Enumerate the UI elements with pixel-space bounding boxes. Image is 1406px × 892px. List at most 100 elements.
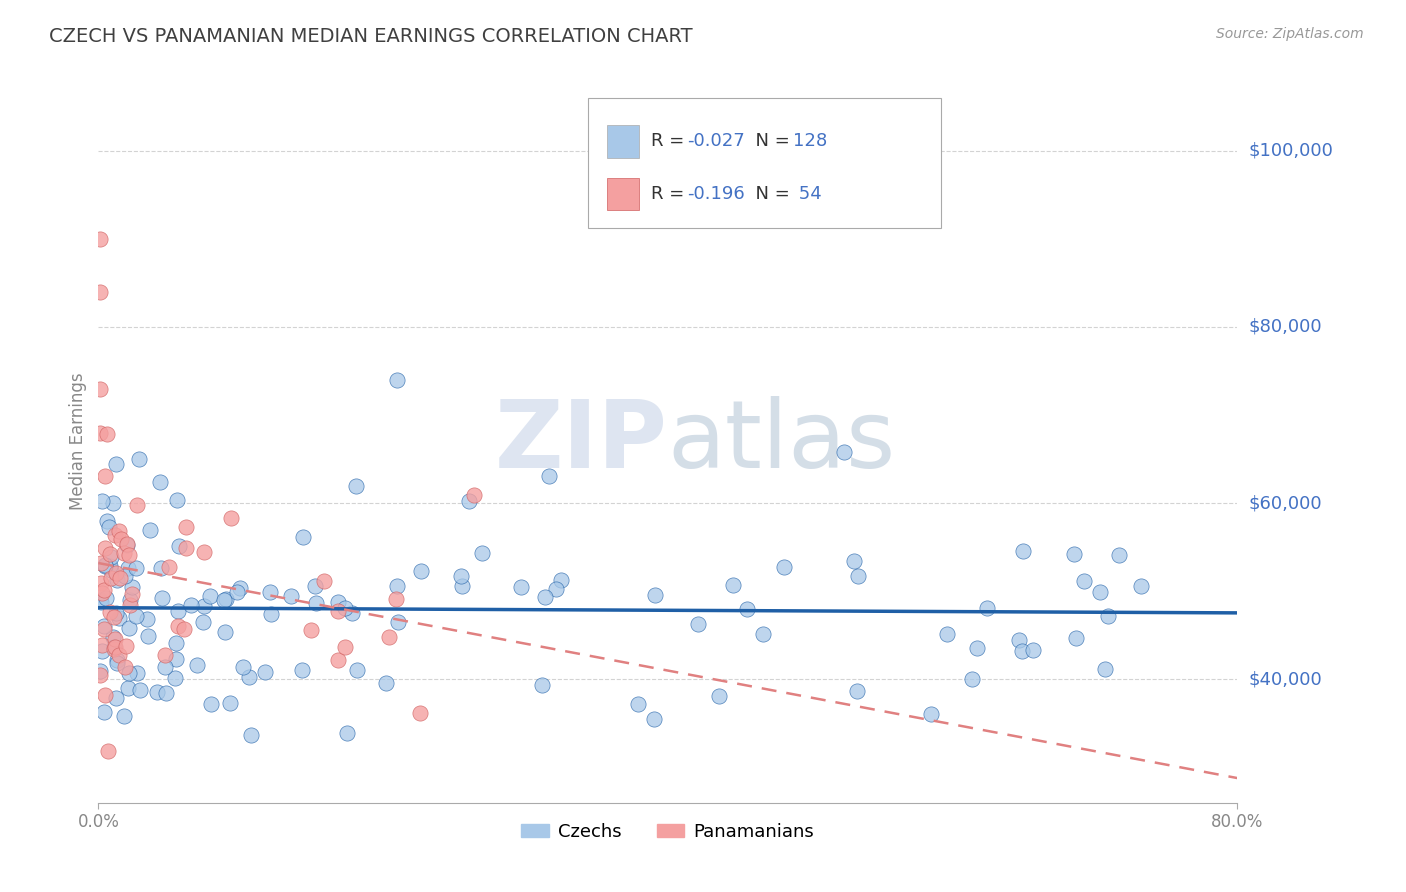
Point	[94, 468, 117, 483]
Point	[101, 496, 124, 510]
Point	[157, 559, 180, 574]
Point	[103, 609, 125, 624]
Point	[1011, 644, 1033, 658]
Point	[1108, 548, 1130, 562]
Text: Source: ZipAtlas.com: Source: ZipAtlas.com	[1216, 27, 1364, 41]
Point	[167, 603, 190, 617]
Point	[842, 554, 865, 568]
Point	[117, 681, 139, 696]
Point	[686, 616, 709, 631]
Point	[219, 510, 242, 524]
Point	[218, 697, 240, 711]
Point	[96, 514, 118, 528]
Point	[214, 593, 236, 607]
Point	[773, 560, 796, 574]
Point	[128, 452, 150, 467]
Point	[312, 574, 335, 588]
Point	[387, 615, 409, 630]
Point	[627, 697, 650, 711]
Point	[544, 582, 567, 596]
Point	[457, 494, 479, 508]
Point	[127, 665, 149, 680]
Point	[960, 672, 983, 686]
Point	[254, 665, 277, 679]
Point	[93, 622, 115, 636]
Point	[1129, 579, 1152, 593]
Text: N =: N =	[744, 185, 796, 203]
Text: $40,000: $40,000	[1249, 671, 1322, 689]
Point	[173, 622, 195, 636]
Text: CZECH VS PANAMANIAN MEDIAN EARNINGS CORRELATION CHART: CZECH VS PANAMANIAN MEDIAN EARNINGS CORR…	[49, 27, 693, 45]
Point	[451, 579, 474, 593]
Point	[90, 556, 112, 570]
Point	[129, 682, 152, 697]
Point	[165, 671, 187, 685]
Text: -0.196: -0.196	[688, 185, 745, 203]
Point	[409, 706, 432, 720]
Point	[225, 584, 247, 599]
Point	[165, 635, 187, 649]
Point	[94, 558, 117, 573]
Point	[89, 667, 111, 681]
Point	[411, 564, 433, 578]
Point	[91, 644, 114, 658]
Point	[146, 685, 169, 699]
Point	[1097, 609, 1119, 624]
Point	[260, 607, 283, 621]
Point	[112, 708, 135, 723]
Point	[238, 670, 260, 684]
Point	[214, 625, 236, 640]
Point	[93, 583, 115, 598]
Point	[100, 549, 122, 564]
Point	[752, 627, 775, 641]
Point	[1012, 544, 1035, 558]
Point	[228, 581, 250, 595]
Point	[1064, 631, 1087, 645]
Y-axis label: Median Earnings: Median Earnings	[69, 373, 87, 510]
Point	[174, 541, 197, 555]
Legend: Czechs, Panamanians: Czechs, Panamanians	[515, 815, 821, 848]
Point	[89, 232, 111, 246]
Point	[89, 593, 111, 607]
Point	[112, 546, 135, 560]
Point	[94, 558, 117, 573]
Point	[215, 591, 238, 606]
Text: $60,000: $60,000	[1249, 494, 1322, 512]
Point	[98, 547, 121, 561]
Point	[135, 612, 157, 626]
Point	[299, 624, 322, 638]
Point	[125, 498, 148, 512]
Point	[721, 578, 744, 592]
Point	[385, 373, 408, 387]
Point	[305, 596, 328, 610]
Point	[342, 607, 364, 621]
Point	[110, 532, 132, 546]
Text: $100,000: $100,000	[1249, 142, 1333, 160]
Point	[333, 640, 356, 655]
Point	[104, 606, 127, 620]
Point	[335, 601, 357, 615]
Point	[966, 641, 988, 656]
Point	[280, 589, 302, 603]
Point	[104, 566, 127, 580]
Point	[108, 571, 131, 585]
Point	[644, 588, 666, 602]
Point	[121, 580, 143, 594]
Point	[114, 660, 136, 674]
Point	[186, 658, 208, 673]
Point	[96, 426, 118, 441]
Point	[104, 690, 127, 705]
Text: $80,000: $80,000	[1249, 318, 1322, 336]
Point	[174, 519, 197, 533]
Point	[98, 559, 121, 574]
Point	[976, 600, 998, 615]
Point	[346, 663, 368, 677]
Point	[121, 587, 143, 601]
Point	[1021, 643, 1043, 657]
Point	[91, 638, 114, 652]
Point	[100, 563, 122, 577]
Point	[118, 621, 141, 635]
Point	[96, 591, 118, 606]
Point	[344, 478, 367, 492]
Point	[139, 523, 162, 537]
